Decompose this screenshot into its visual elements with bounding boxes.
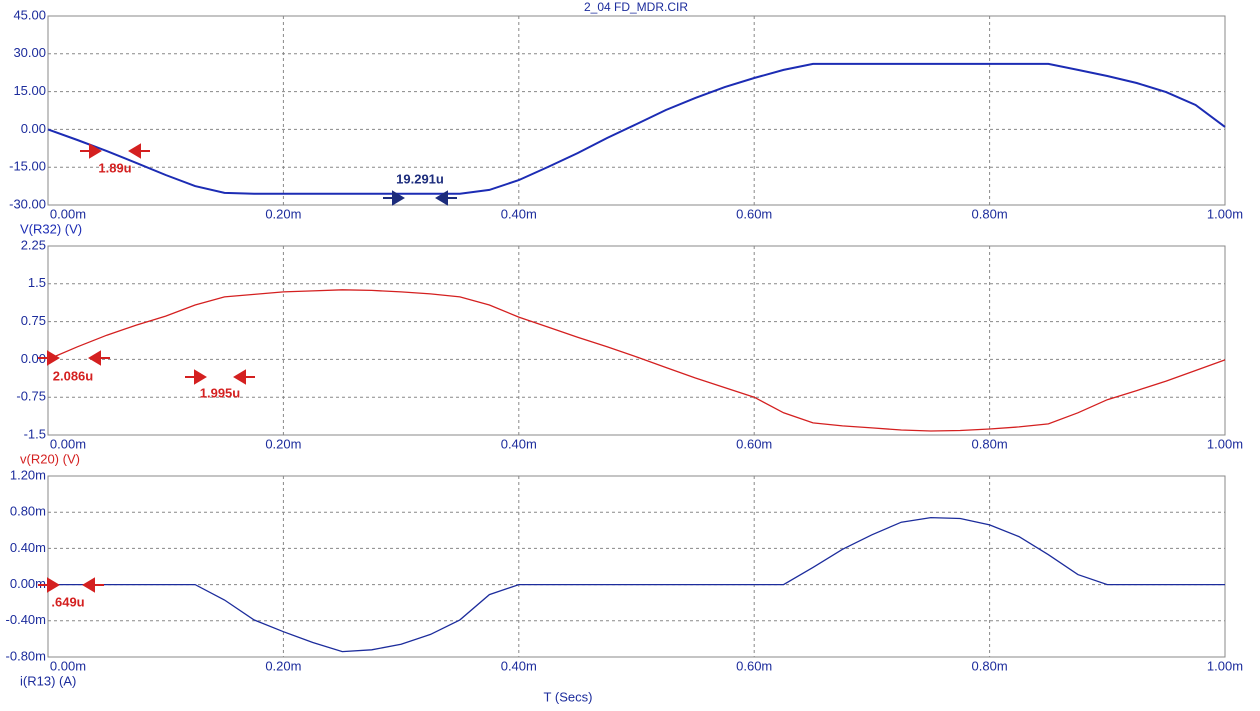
x-tick-label: 0.60m <box>736 436 772 451</box>
cursor-label: 2.086u <box>53 368 94 383</box>
x-tick-label: 0.40m <box>501 658 537 673</box>
x-tick-label: 0.80m <box>972 436 1008 451</box>
x-tick-label: 0.40m <box>501 206 537 221</box>
y-tick-label: 0.00m <box>10 576 46 591</box>
y-tick-label: -0.40m <box>6 612 46 627</box>
cursor-arrow <box>435 190 457 206</box>
x-tick-label: 0.80m <box>972 658 1008 673</box>
cursor-arrow <box>82 577 104 593</box>
y-tick-label: -0.80m <box>6 648 46 663</box>
cursor-arrow <box>38 577 60 593</box>
series-line <box>47 289 1226 432</box>
y-tick-label: 1.5 <box>28 275 46 290</box>
cursor-label: 1.995u <box>200 385 241 400</box>
cursor-arrow <box>185 369 207 385</box>
series-line <box>48 516 1225 653</box>
y-tick-label: 0.75 <box>21 313 46 328</box>
plot-frame <box>47 475 1226 658</box>
series-line <box>47 62 1226 195</box>
plot-frame <box>47 245 1226 436</box>
cursor-arrow <box>233 369 255 385</box>
x-tick-label: 0.20m <box>265 658 301 673</box>
y-tick-label: -30.00 <box>9 196 46 211</box>
y-tick-label: -15.00 <box>9 159 46 174</box>
x-tick-label: 1.00m <box>1207 658 1243 673</box>
series-label: v(R20) (V) <box>20 451 80 466</box>
y-tick-label: 15.00 <box>13 83 46 98</box>
x-tick-label: 0.00m <box>50 436 86 451</box>
x-tick-label: 0.20m <box>265 206 301 221</box>
cursor-label: 1.89u <box>98 160 131 175</box>
y-tick-label: 0.00 <box>21 121 46 136</box>
y-tick-label: -0.75 <box>16 389 46 404</box>
y-tick-label: 1.20m <box>10 467 46 482</box>
y-tick-label: -1.5 <box>24 426 46 441</box>
y-tick-label: 2.25 <box>21 237 46 252</box>
x-tick-label: 0.60m <box>736 658 772 673</box>
cursor-arrow <box>383 190 405 206</box>
cursor-arrow <box>38 350 60 366</box>
x-axis-label: T (Secs) <box>544 689 593 704</box>
cursor-arrow <box>128 143 150 159</box>
series-label: i(R13) (A) <box>20 673 76 688</box>
chart-title: 2_04 FD_MDR.CIR <box>584 0 688 14</box>
x-tick-label: 0.20m <box>265 436 301 451</box>
x-tick-label: 0.40m <box>501 436 537 451</box>
cursor-label: .649u <box>51 594 84 609</box>
cursor-arrow <box>80 143 102 159</box>
cursor-label: 19.291u <box>396 171 444 186</box>
x-tick-label: 0.00m <box>50 206 86 221</box>
x-tick-label: 0.00m <box>50 658 86 673</box>
x-tick-label: 1.00m <box>1207 206 1243 221</box>
y-tick-label: 0.00 <box>21 351 46 366</box>
plot-frame <box>47 15 1226 206</box>
cursor-arrow <box>88 350 110 366</box>
y-tick-label: 0.80m <box>10 504 46 519</box>
x-tick-label: 0.60m <box>736 206 772 221</box>
y-tick-label: 0.40m <box>10 540 46 555</box>
y-tick-label: 45.00 <box>13 7 46 22</box>
y-tick-label: 30.00 <box>13 45 46 60</box>
x-tick-label: 0.80m <box>972 206 1008 221</box>
x-tick-label: 1.00m <box>1207 436 1243 451</box>
series-label: V(R32) (V) <box>20 221 82 236</box>
